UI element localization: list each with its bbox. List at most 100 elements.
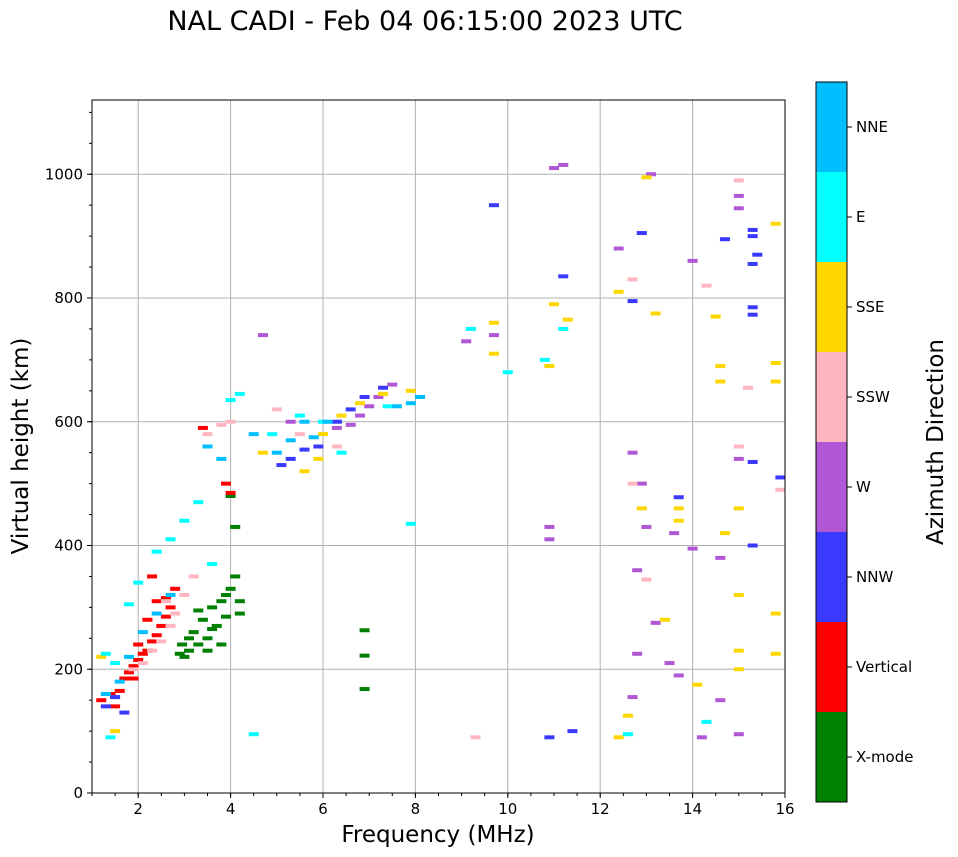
data-point-e (234, 391, 245, 396)
data-point-x-mode (216, 599, 227, 604)
data-point-sse (733, 593, 744, 597)
data-point-sse (673, 506, 684, 511)
data-point-w (641, 524, 652, 529)
data-point-ssw (743, 385, 754, 390)
data-point-ssw (160, 599, 171, 604)
colorbar-tick-label: W (856, 478, 871, 496)
data-point-nne (151, 611, 162, 616)
data-point-x-mode (197, 617, 208, 622)
data-point-w (354, 413, 365, 418)
data-point-nnw (747, 261, 758, 266)
data-point-sse (715, 379, 726, 384)
x-tick-label: 6 (318, 800, 328, 818)
data-point-sse (488, 320, 499, 325)
colorbar-swatch (816, 532, 847, 622)
data-point-ssw (188, 574, 199, 579)
y-tick-label: 400 (54, 537, 83, 555)
data-point-x-mode (207, 627, 218, 632)
colorbar-swatch (816, 82, 847, 172)
x-tick-label: 4 (226, 800, 236, 818)
data-point-nnw (752, 252, 763, 257)
data-point-nnw (285, 456, 296, 461)
data-point-nne (285, 438, 296, 443)
data-point-nnw (719, 237, 730, 242)
data-point-w (733, 206, 744, 211)
axis-ticks: 2 4 6 8 10 12 14 16 0 200 400 600 800 1000 (45, 111, 795, 818)
data-point-sse (354, 401, 365, 406)
data-point-ssw (733, 444, 744, 449)
data-point-w (715, 698, 726, 703)
data-point-e (622, 732, 633, 737)
data-point-sse (770, 379, 781, 384)
data-point-x-mode (193, 642, 204, 647)
data-point-w (549, 166, 559, 171)
y-axis-label: Virtual height (km) (8, 338, 34, 555)
data-point-sse (673, 518, 684, 523)
data-point-e (248, 732, 259, 737)
data-point-sse (692, 682, 703, 687)
data-point-x-mode (359, 628, 370, 633)
data-point-e (558, 326, 569, 331)
data-point-nnw (747, 305, 758, 310)
data-point-nne (271, 450, 282, 455)
data-points (96, 162, 786, 740)
x-tick-label: 12 (591, 800, 610, 818)
data-point-ssw (137, 661, 148, 666)
data-point-nnw (558, 274, 569, 279)
data-point-sse (719, 531, 730, 536)
data-point-nnw (673, 495, 684, 500)
data-point-e (465, 326, 476, 331)
data-point-sse (710, 314, 721, 319)
data-point-sse (641, 175, 652, 180)
data-point-nne (308, 435, 319, 440)
data-point-w (461, 339, 472, 344)
colorbar-segments: X-mode Vertical NNW W SSW SSE E NNE (815, 81, 913, 803)
data-point-vertical (119, 676, 130, 681)
data-point-e (405, 521, 416, 526)
data-point-ssw (202, 432, 213, 437)
data-point-x-mode (202, 648, 213, 653)
data-point-nne (165, 593, 176, 597)
data-point-sse (549, 302, 559, 307)
data-point-nne (100, 692, 111, 696)
colorbar-tick-label: SSE (856, 298, 885, 316)
data-point-w (687, 546, 698, 551)
data-point-w (544, 537, 555, 542)
data-point-sse (544, 364, 555, 369)
data-point-nnw (747, 459, 758, 464)
data-point-vertical (160, 614, 171, 619)
data-point-x-mode (188, 630, 199, 635)
data-point-nnw (359, 395, 370, 399)
colorbar-frame (815, 81, 848, 803)
data-point-ssw (470, 735, 481, 740)
data-point-x-mode (207, 605, 218, 610)
data-point-e (179, 518, 190, 523)
colorbar-swatch (816, 622, 847, 712)
data-point-nne (415, 395, 426, 399)
data-point-vertical (197, 425, 208, 430)
y-tick-label: 800 (54, 289, 83, 307)
data-point-nnw (544, 735, 555, 740)
data-point-nne (216, 456, 227, 461)
data-point-nne (202, 444, 213, 449)
data-point-w (627, 450, 638, 455)
data-point-x-mode (230, 574, 241, 579)
data-point-x-mode (359, 687, 370, 692)
data-point-w (331, 425, 342, 430)
data-point-x-mode (234, 599, 245, 604)
colorbar-tick-label: NNE (856, 118, 888, 136)
data-point-w (646, 172, 657, 177)
data-point-e (382, 404, 393, 409)
data-point-ssw (701, 283, 712, 288)
data-point-sse (488, 351, 499, 356)
data-point-x-mode (202, 636, 213, 641)
data-point-e (105, 735, 116, 740)
y-tick-label: 200 (54, 660, 83, 678)
colorbar-tick-label: X-mode (856, 748, 913, 766)
x-tick-label: 2 (133, 800, 143, 818)
data-point-sse (562, 317, 573, 322)
data-point-sse (770, 651, 781, 656)
data-point-w (733, 193, 744, 198)
data-point-x-mode (174, 651, 185, 656)
